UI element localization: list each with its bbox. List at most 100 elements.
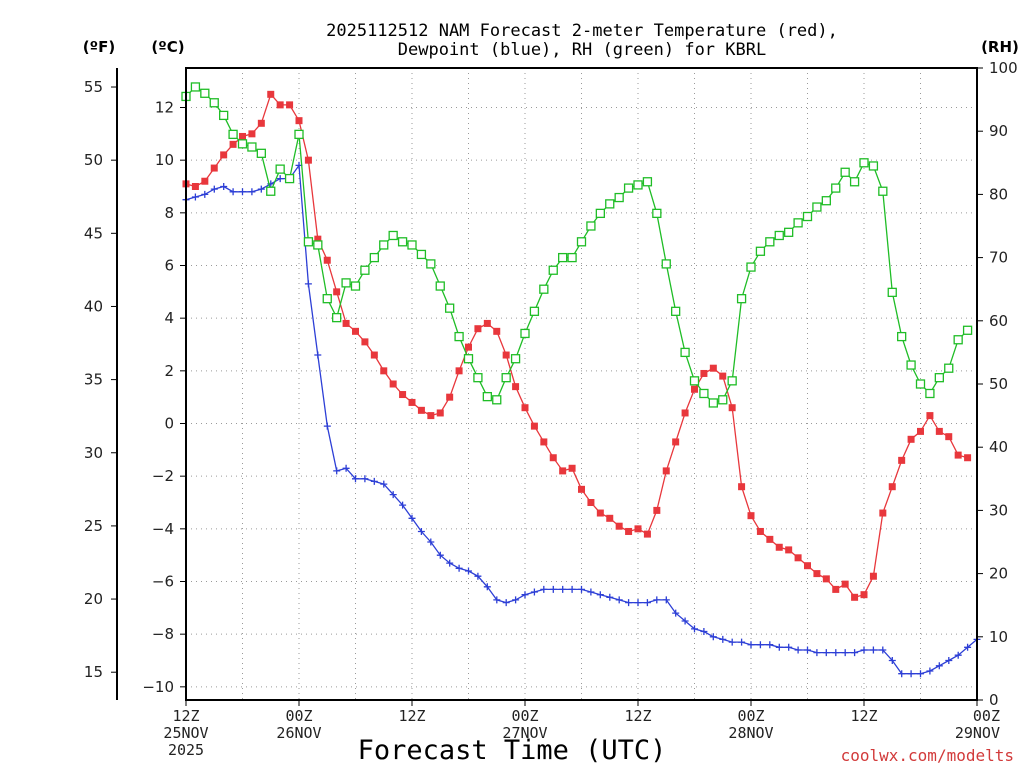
rh-point — [586, 221, 596, 231]
celsius-tick-label: 10 — [155, 151, 174, 169]
2-meter-temperature-point — [615, 522, 623, 530]
2-meter-temperature-point — [578, 485, 585, 493]
rh-point — [529, 306, 540, 316]
rh-point — [237, 139, 248, 149]
rh-point — [228, 129, 238, 140]
dewpoint-point — [606, 593, 614, 601]
rh-unit-label: (RH) — [981, 38, 1019, 56]
credit-text: coolwx.com/modelts — [841, 746, 1014, 765]
fahrenheit-unit-label: (ºF) — [83, 38, 115, 56]
x-tick-label: 12Z — [398, 707, 425, 725]
dewpoint-point — [756, 641, 764, 649]
rh-tick-label: 20 — [989, 565, 1008, 583]
dewpoint-point — [380, 480, 388, 488]
2-meter-temperature-point — [427, 412, 435, 420]
dewpoint-point — [709, 633, 717, 641]
celsius-tick-label: −6 — [152, 573, 174, 591]
dewpoint-point — [201, 190, 209, 198]
rh-tick-label: 100 — [989, 59, 1018, 77]
dewpoint-point — [662, 596, 670, 604]
rh-point — [247, 142, 257, 152]
dewpoint-point — [681, 617, 689, 625]
dewpoint-point — [483, 583, 491, 591]
rh-point — [868, 161, 879, 171]
rh-point — [727, 376, 737, 386]
rh-point — [793, 218, 803, 228]
2-meter-temperature-point — [465, 343, 472, 351]
dewpoint-point — [352, 475, 359, 483]
dewpoint-point — [634, 599, 642, 607]
dewpoint-point — [248, 188, 256, 196]
dewpoint-point — [813, 649, 821, 657]
rh-tick-label: 60 — [989, 312, 1008, 330]
dewpoint-point — [775, 643, 783, 651]
rh-point — [332, 312, 342, 323]
2-meter-temperature-point — [455, 367, 463, 375]
2-meter-temperature-point — [286, 101, 294, 109]
rh-point — [473, 373, 483, 383]
dewpoint-point — [342, 464, 350, 472]
dewpoint-point — [804, 646, 811, 654]
2-meter-temperature-point — [775, 543, 783, 551]
rh-point — [548, 265, 558, 275]
dewpoint-point — [333, 467, 341, 475]
2-meter-temperature-point — [342, 319, 350, 327]
rh-point — [313, 240, 323, 250]
2-meter-temperature-point — [239, 132, 246, 140]
2-meter-temperature-point — [804, 562, 811, 570]
rh-point — [558, 252, 568, 263]
dewpoint-point — [455, 564, 463, 572]
celsius-tick-label: 8 — [164, 204, 174, 222]
rh-point — [407, 240, 417, 250]
dewpoint-point — [276, 175, 284, 183]
2-meter-temperature-point — [559, 467, 567, 475]
rh-tick-label: 10 — [989, 628, 1008, 646]
dewpoint-point — [578, 585, 585, 593]
2-meter-temperature-point — [549, 454, 557, 462]
x-tick-label: 2025 — [168, 741, 204, 759]
2-meter-temperature-point — [483, 319, 491, 327]
x-tick-label: 28NOV — [728, 724, 773, 742]
rh-point — [388, 230, 398, 241]
rh-tick-label: 80 — [989, 185, 1008, 203]
2-meter-temperature-point — [606, 514, 614, 522]
dewpoint-point — [964, 643, 972, 651]
rh-point — [821, 196, 831, 206]
x-tick-label: 00Z — [285, 707, 312, 725]
rh-point — [266, 186, 276, 196]
2-meter-temperature-point — [446, 393, 454, 401]
fahrenheit-tick-label: 30 — [84, 444, 103, 462]
2-meter-temperature-point — [304, 156, 312, 164]
dewpoint-point — [540, 585, 548, 593]
dewpoint-point — [926, 667, 934, 675]
2-meter-temperature-point — [568, 464, 576, 472]
rh-point — [878, 186, 888, 196]
rh-point — [275, 164, 285, 174]
dewpoint-point — [229, 188, 237, 196]
dewpoint-point — [728, 638, 736, 646]
2-meter-temperature-point — [851, 593, 859, 601]
2-meter-temperature-point — [210, 164, 218, 172]
dewpoint-point — [672, 609, 680, 617]
dewpoint-point — [653, 596, 661, 604]
dewpoint-point — [841, 649, 849, 657]
x-axis-title: Forecast Time (UTC) — [358, 735, 667, 766]
2-meter-temperature-series-line — [185, 93, 968, 599]
plot-frame — [185, 67, 978, 701]
rh-tick-label: 30 — [989, 501, 1008, 519]
2-meter-temperature-point — [662, 467, 670, 475]
dewpoint-point — [549, 585, 557, 593]
dewpoint-point — [568, 585, 576, 593]
dewpoint-point — [304, 280, 312, 288]
dewpoint-point — [361, 475, 369, 483]
chart-title-line-1: 2025112512 NAM Forecast 2-meter Temperat… — [326, 21, 838, 41]
dewpoint-point — [615, 596, 623, 604]
2-meter-temperature-point — [352, 327, 359, 335]
series-layer — [181, 82, 981, 678]
dewpoint-point — [832, 649, 840, 657]
2-meter-temperature-point — [822, 575, 830, 583]
rh-axis: 0 10 20 30 40 50 60 70 80 90 100 — [977, 59, 1018, 709]
rh-point — [962, 325, 973, 335]
